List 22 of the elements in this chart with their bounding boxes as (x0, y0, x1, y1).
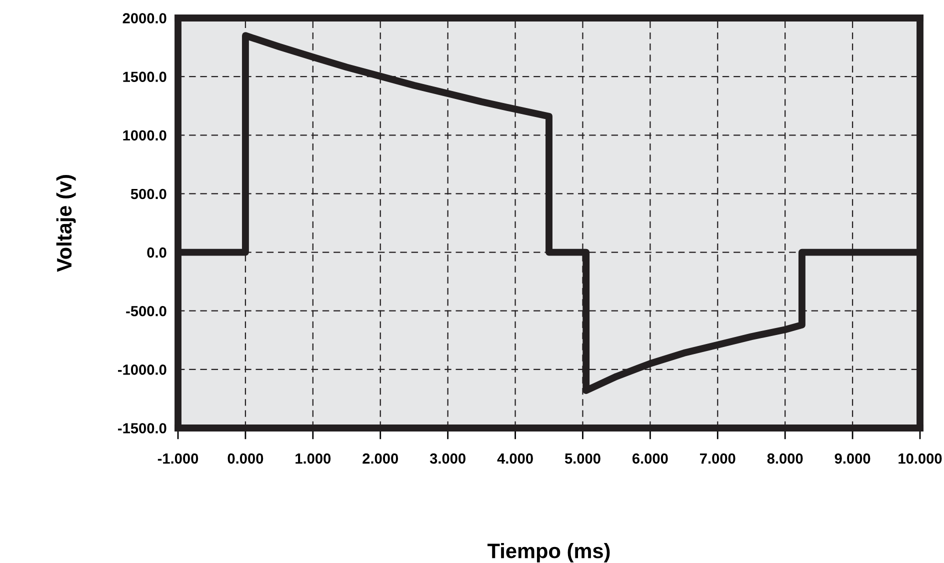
x-tick-label: 1.000 (296, 453, 331, 464)
x-tick-label: 4.000 (497, 453, 533, 464)
x-tick-label: 10.000 (898, 453, 942, 464)
x-tick-label: 0.000 (228, 453, 264, 464)
x-tick-label: 6.000 (632, 453, 668, 464)
y-tick-label: 500.0 (130, 188, 166, 200)
y-tick-label: 2000.0 (122, 13, 166, 24)
y-tick-label: 0.0 (147, 247, 166, 258)
y-tick-label: -1000.0 (118, 364, 166, 375)
x-tick-label: 2.000 (362, 453, 398, 464)
x-tick-label: 5.000 (564, 453, 600, 464)
x-tick-label: 7.000 (700, 453, 736, 464)
y-tick-label: 1000.0 (123, 130, 166, 141)
x-axis-title: Tiempo (ms) (487, 542, 610, 562)
x-tick-label: 9.000 (834, 453, 870, 464)
y-axis-title: Voltaje (v) (56, 175, 76, 272)
y-tick-label: 1500.0 (123, 72, 166, 82)
x-tick-label: 3.000 (430, 453, 466, 464)
y-tick-label: -500.0 (126, 306, 166, 316)
x-tick-label: -1.000 (158, 453, 198, 464)
y-tick-label: -1500.0 (118, 423, 166, 434)
x-tick-label: 8.000 (767, 453, 803, 464)
